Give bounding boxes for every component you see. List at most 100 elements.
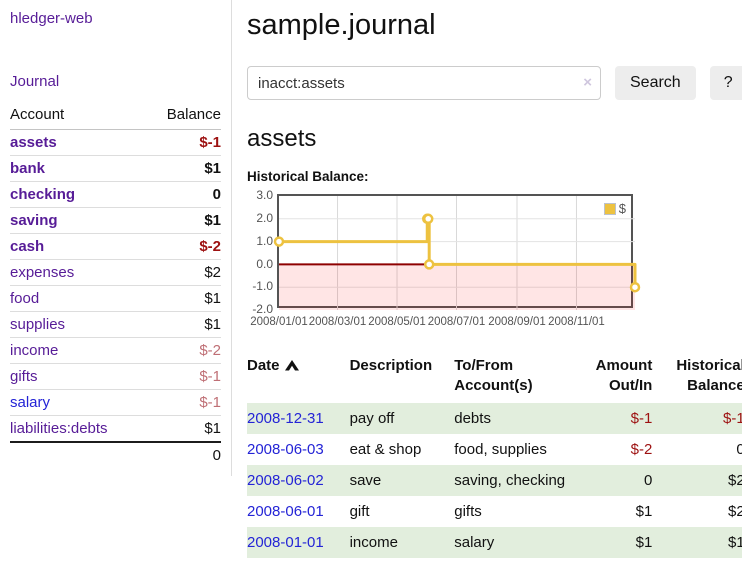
account-balance: 0 [145, 181, 221, 208]
sort-asc-icon [284, 360, 299, 371]
account-balance: $1 [145, 285, 221, 312]
page-title: sample.journal [247, 9, 436, 41]
total-spacer [10, 441, 146, 468]
account-balance: $-1 [199, 134, 221, 151]
column-header-date[interactable]: Date [247, 356, 350, 403]
account-link[interactable]: assets [10, 134, 57, 151]
amount-cell: 0 [643, 472, 653, 490]
accounts-table: Account Balance assets $-1 bank $1 checking 0… [10, 103, 221, 468]
account-row: gifts $-1 [10, 363, 221, 390]
y-axis-label: 2.0 [256, 210, 273, 225]
main-content: sample.journal × Search ? assets Histori… [232, 0, 742, 559]
x-axis-label: 2008/09/01 [488, 316, 546, 329]
account-balance: $-1 [145, 389, 221, 416]
account-row: checking 0 [10, 181, 221, 208]
accounts-tbody: assets $-1 bank $1 checking 0 saving $1 cash $-2 e… [10, 130, 221, 468]
account-row: supplies $1 [10, 311, 221, 338]
search-input[interactable] [247, 66, 601, 101]
help-button[interactable]: ? [709, 66, 742, 101]
search-button[interactable]: Search [615, 66, 696, 101]
x-axis-label: 2008/07/01 [427, 316, 486, 329]
journal-table: Date Description To/From Account(s) Amount … [247, 356, 742, 559]
journal-row: 2008-01-01 income salary $1 $1 [247, 527, 742, 559]
accounts-header-row: Account Balance [10, 103, 221, 130]
account-link[interactable]: supplies [10, 316, 66, 333]
x-axis-label: 2008/11/01 [548, 316, 605, 329]
account-link[interactable]: liabilities:debts [10, 420, 108, 437]
accounts-cell: debts [454, 410, 491, 428]
sidebar: hledger-web Journal Account Balance asse… [0, 0, 232, 476]
account-row: expenses $2 [10, 259, 221, 286]
journal-row: 2008-06-03 eat & shop food, supplies $-2 0 [247, 434, 742, 465]
account-balance: $2 [145, 259, 221, 286]
chart-svg [273, 196, 641, 311]
date-link[interactable]: 2008-06-01 [247, 503, 324, 521]
account-balance: $-2 [145, 337, 221, 364]
y-axis-label: -2.0 [252, 302, 273, 317]
account-link[interactable]: gifts [10, 368, 38, 385]
column-header-historical-balance: Historical Balance [676, 357, 742, 394]
account-link[interactable]: salary [10, 394, 51, 411]
journal-row: 2008-06-02 save saving, checking 0 $2 [247, 465, 742, 497]
y-axis-label: 0.0 [256, 256, 273, 271]
x-axis-label: 2008/03/01 [308, 316, 367, 329]
description-cell: gift [349, 503, 370, 521]
search-box: × [247, 66, 601, 101]
sidebar-item-journal[interactable]: Journal [10, 73, 60, 90]
account-link[interactable]: checking [10, 186, 76, 203]
column-header-to-from-account-s-: To/From Account(s) [454, 357, 533, 394]
accounts-header-account: Account [10, 103, 146, 130]
account-link[interactable]: food [10, 290, 40, 307]
account-link[interactable]: saving [10, 212, 58, 229]
account-balance: $-2 [145, 233, 221, 260]
clear-search-icon[interactable]: × [583, 74, 592, 92]
date-link[interactable]: 2008-01-01 [247, 534, 324, 552]
account-balance: $-1 [145, 363, 221, 390]
amount-cell: $-1 [630, 410, 653, 428]
chart-legend: $ [603, 201, 626, 216]
account-link[interactable]: income [10, 342, 59, 359]
account-link[interactable]: expenses [10, 264, 75, 281]
amount-cell: $1 [635, 534, 653, 552]
amount-cell: $1 [635, 503, 653, 521]
x-axis-label: 2008/05/01 [368, 316, 426, 329]
date-link[interactable]: 2008-12-31 [247, 410, 324, 428]
account-link[interactable]: cash [10, 238, 45, 255]
account-row: assets $-1 [10, 130, 221, 156]
brand-link[interactable]: hledger-web [10, 10, 93, 27]
search-form: × Search ? [247, 66, 742, 101]
accounts-cell: gifts [454, 503, 482, 521]
journal-row: 2008-12-31 pay off debts $-1 $-1 [247, 403, 742, 435]
accounts-cell: food, supplies [454, 441, 547, 459]
chart-plot-area: $ [273, 194, 641, 311]
accounts-total-row: 0 [10, 441, 221, 468]
account-row: salary $-1 [10, 389, 221, 416]
column-header-description: Description [349, 357, 433, 375]
series-color-swatch-icon [603, 202, 616, 215]
date-link[interactable]: 2008-06-02 [247, 472, 324, 490]
journal-tbody: 2008-12-31 pay off debts $-1 $-1 2008-06-03 ea… [247, 403, 742, 559]
accounts-cell: salary [454, 534, 495, 552]
y-axis-label: 1.0 [256, 233, 273, 248]
account-link[interactable]: bank [10, 160, 46, 177]
account-row: bank $1 [10, 155, 221, 182]
description-cell: income [349, 534, 398, 552]
account-row: liabilities:debts $1 [10, 415, 221, 442]
account-heading: assets [247, 125, 317, 153]
account-row: saving $1 [10, 207, 221, 234]
account-balance: $1 [145, 207, 221, 234]
amount-cell: $-2 [630, 441, 653, 459]
account-row: income $-2 [10, 337, 221, 364]
chart-label: Historical Balance: [247, 169, 369, 185]
description-cell: save [349, 472, 382, 490]
column-header-amount-out-in: Amount Out/In [595, 357, 653, 394]
balance-cell: $-1 [723, 410, 742, 428]
description-cell: eat & shop [349, 441, 422, 459]
accounts-header-balance: Balance [145, 103, 221, 130]
journal-header-row: Date Description To/From Account(s) Amount … [247, 356, 742, 403]
account-balance: $1 [145, 155, 221, 182]
account-row: food $1 [10, 285, 221, 312]
date-link[interactable]: 2008-06-03 [247, 441, 324, 459]
balance-cell: 0 [736, 441, 742, 459]
